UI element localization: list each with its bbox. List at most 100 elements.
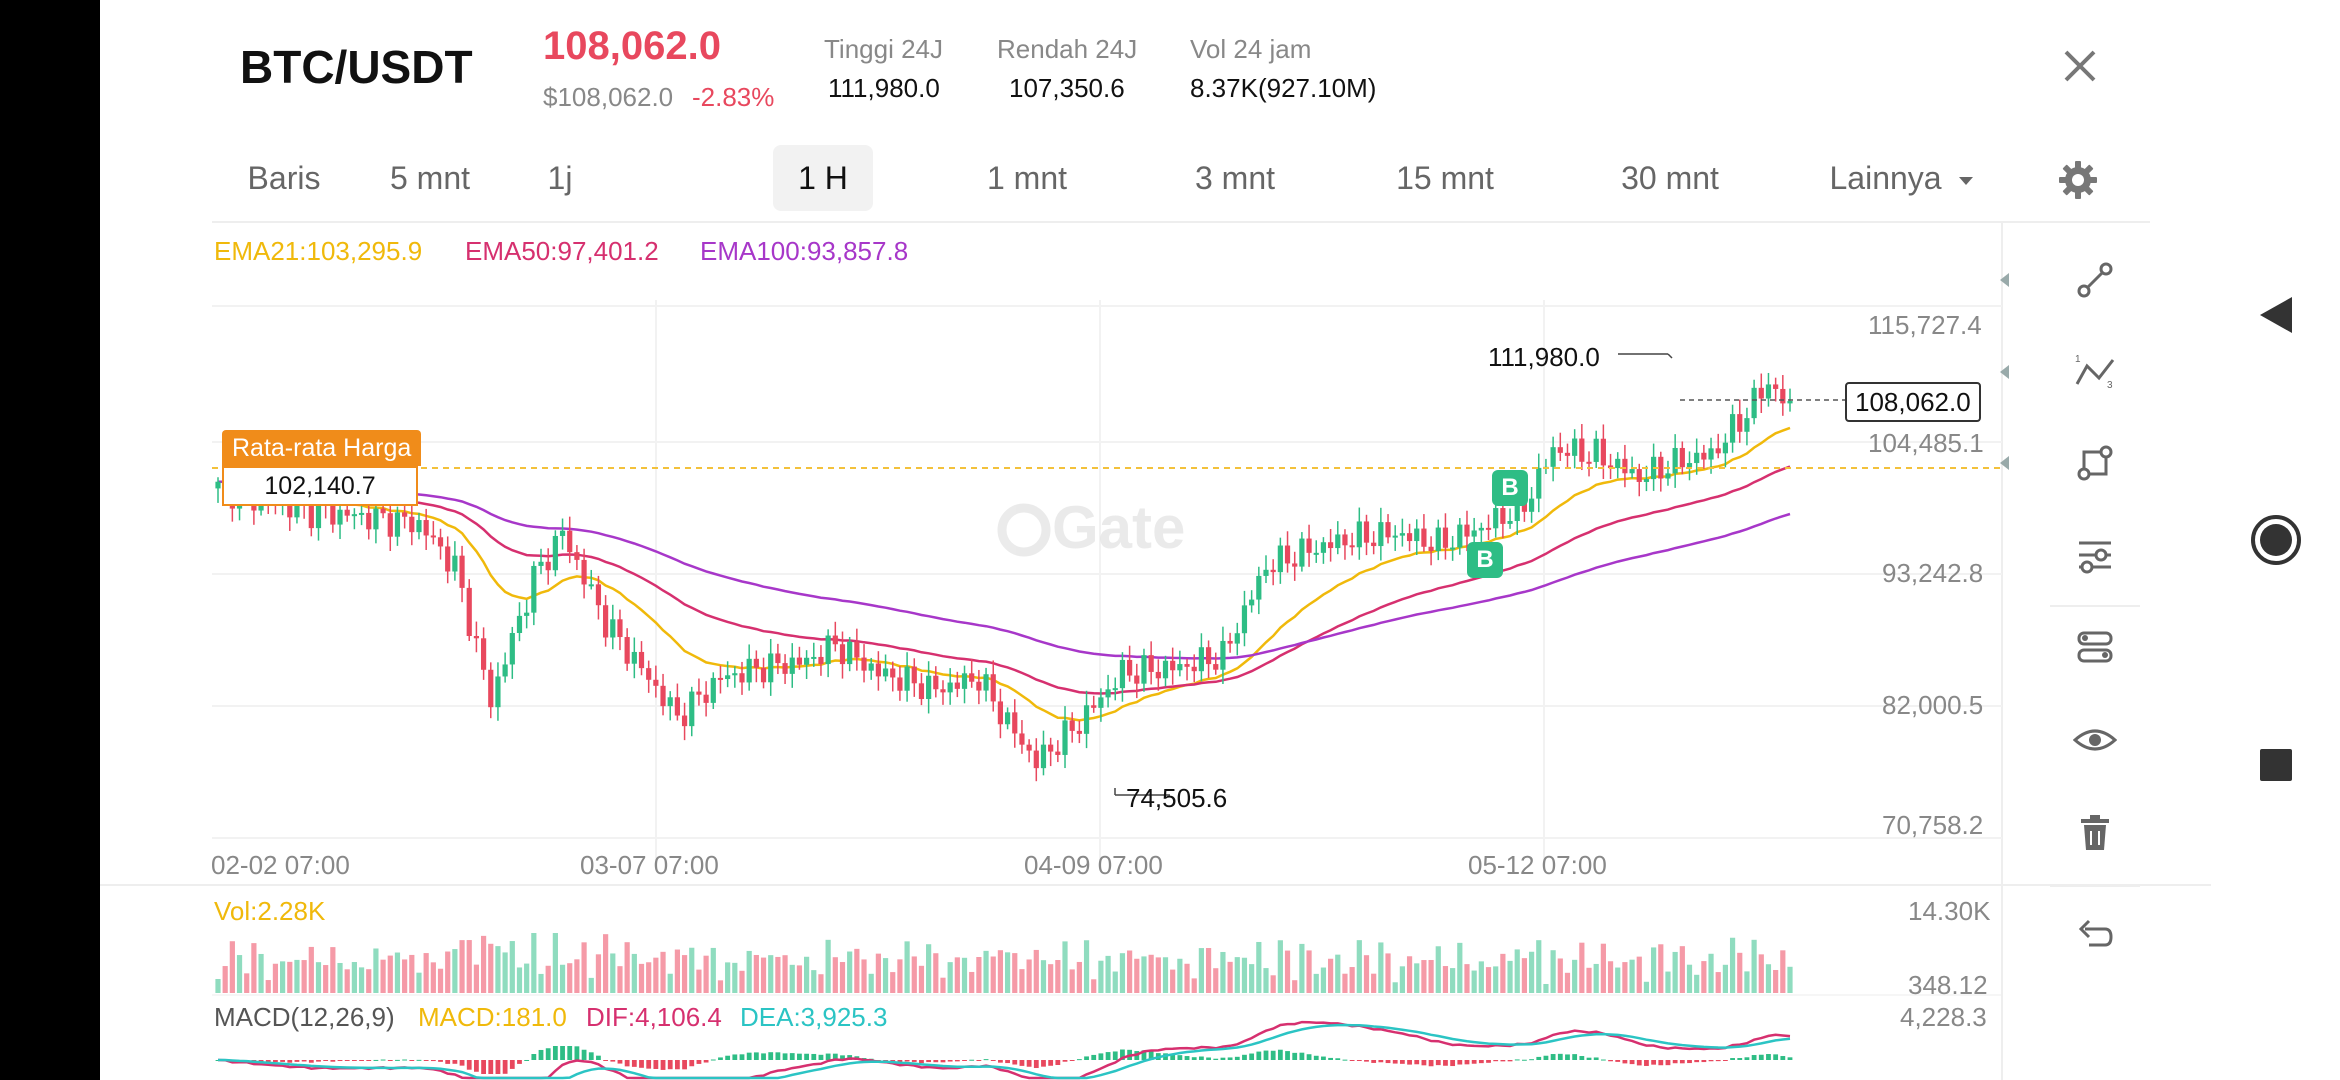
volume-bar xyxy=(710,947,716,993)
volume-bar xyxy=(1198,948,1204,993)
candle-body xyxy=(1428,546,1434,551)
candle-body xyxy=(667,697,673,707)
macd-histogram-bar xyxy=(265,1060,271,1062)
macd-histogram-bar xyxy=(416,1059,422,1061)
macd-histogram-bar xyxy=(280,1060,286,1062)
volume-bar xyxy=(287,961,293,993)
volume-bar xyxy=(466,940,472,993)
candle-body xyxy=(1593,438,1599,462)
tab-1m[interactable]: 1 mnt xyxy=(986,160,1068,196)
volume-bar xyxy=(739,970,745,993)
macd-histogram-bar xyxy=(337,1060,343,1062)
candle-body xyxy=(1292,563,1298,567)
settings-gear-icon[interactable] xyxy=(2056,158,2100,202)
volume-bar xyxy=(244,973,250,993)
volume-bar xyxy=(1234,957,1240,993)
volume-bar xyxy=(1335,954,1341,993)
macd-histogram-bar xyxy=(761,1053,766,1060)
tab-3m[interactable]: 3 mnt xyxy=(1194,160,1276,196)
macd-histogram-bar xyxy=(1414,1060,1420,1065)
ema-line xyxy=(217,465,1791,695)
macd-histogram-bar xyxy=(1105,1052,1111,1060)
candle-body xyxy=(1213,664,1219,670)
volume-bar xyxy=(940,977,946,993)
volume-bar xyxy=(1284,950,1291,993)
tab-30m[interactable]: 30 mnt xyxy=(1621,160,1719,196)
candle-body xyxy=(387,513,393,537)
tool-indicator-settings[interactable] xyxy=(2040,510,2150,600)
macd-histogram-bar xyxy=(947,1060,953,1062)
candle-body xyxy=(796,657,803,665)
tool-line[interactable] xyxy=(2000,235,2150,325)
tool-delete[interactable] xyxy=(2040,788,2150,878)
current-price-tag[interactable]: 108,062.0 xyxy=(1845,382,1981,422)
macd-histogram-bar xyxy=(804,1053,810,1060)
volume-bar xyxy=(617,966,623,993)
tool-undo[interactable] xyxy=(2040,890,2150,980)
candle-body xyxy=(437,537,444,547)
macd-histogram-bar xyxy=(344,1060,350,1061)
volume-bar xyxy=(746,950,752,993)
candle-body xyxy=(366,512,372,530)
volume-bar xyxy=(1328,958,1334,993)
close-icon[interactable] xyxy=(2058,44,2102,88)
volume-bar xyxy=(1320,967,1327,993)
tab-more[interactable]: Lainnya xyxy=(1822,145,1982,211)
volume-bar xyxy=(1026,959,1032,993)
macd-histogram-bar xyxy=(366,1060,372,1061)
tab-line[interactable]: Baris xyxy=(247,160,321,196)
macd-histogram-bar xyxy=(1120,1049,1125,1060)
macd-histogram-bar xyxy=(1091,1054,1097,1060)
volume-bar xyxy=(337,962,343,993)
macd-histogram-bar xyxy=(459,1060,465,1066)
shape-tool-icon xyxy=(2077,445,2113,481)
x-axis-label: 04-09 07:00 xyxy=(1024,850,1163,880)
buy-marker[interactable]: B xyxy=(1492,470,1528,506)
volume-bar xyxy=(1694,974,1700,993)
candle-body xyxy=(495,676,501,708)
nav-back-button[interactable] xyxy=(2211,290,2340,340)
candle-body xyxy=(1184,664,1190,667)
candle-body xyxy=(610,619,616,638)
volume-bar xyxy=(1083,940,1090,993)
nav-recents-button[interactable] xyxy=(2211,745,2340,785)
price-change: -2.83% xyxy=(692,82,775,112)
candle-body xyxy=(308,504,314,529)
tab-5m[interactable]: 5 mnt xyxy=(389,160,471,196)
tab-15m[interactable]: 15 mnt xyxy=(1396,160,1494,196)
volume-bar xyxy=(911,956,917,993)
nav-home-button[interactable] xyxy=(2211,515,2340,565)
pair-title[interactable]: BTC/USDT xyxy=(240,41,473,93)
volume-bar xyxy=(272,963,279,993)
candle-body xyxy=(933,675,939,690)
x-axis-label: 05-12 07:00 xyxy=(1468,850,1607,880)
macd-histogram-bar xyxy=(603,1060,609,1061)
avg-price-title[interactable]: Rata-rata Harga xyxy=(222,430,422,466)
tab-1d[interactable]: 1 H xyxy=(773,145,873,211)
candle-body xyxy=(653,679,659,686)
tool-indicator-layout[interactable] xyxy=(2040,602,2150,692)
candle-body xyxy=(1378,522,1384,547)
macd-histogram-bar xyxy=(1285,1051,1290,1060)
macd-histogram-bar xyxy=(1198,1056,1204,1060)
tool-shape[interactable] xyxy=(2000,418,2150,508)
buy-marker[interactable]: B xyxy=(1467,542,1503,578)
macd-histogram-bar xyxy=(1019,1060,1025,1066)
candle-body xyxy=(1127,659,1133,676)
candle-body xyxy=(681,715,688,727)
visibility-icon xyxy=(2073,729,2117,751)
macd-histogram-bar xyxy=(409,1060,415,1061)
volume-bar xyxy=(638,963,645,993)
stat-high-24h: Tinggi 24J 111,980.0 xyxy=(824,34,943,104)
candle-body xyxy=(1636,469,1642,482)
svg-text:Gate: Gate xyxy=(1052,494,1185,561)
tool-visibility[interactable] xyxy=(2040,695,2150,785)
tab-1h[interactable]: 1j xyxy=(547,160,573,196)
macd-histogram-bar xyxy=(488,1060,494,1074)
volume-bar xyxy=(1593,963,1599,993)
candle-body xyxy=(940,689,946,693)
candlestick-chart[interactable]: Gate xyxy=(100,0,2211,1080)
volume-bar xyxy=(567,963,573,993)
stat-value: 111,980.0 xyxy=(828,73,940,103)
